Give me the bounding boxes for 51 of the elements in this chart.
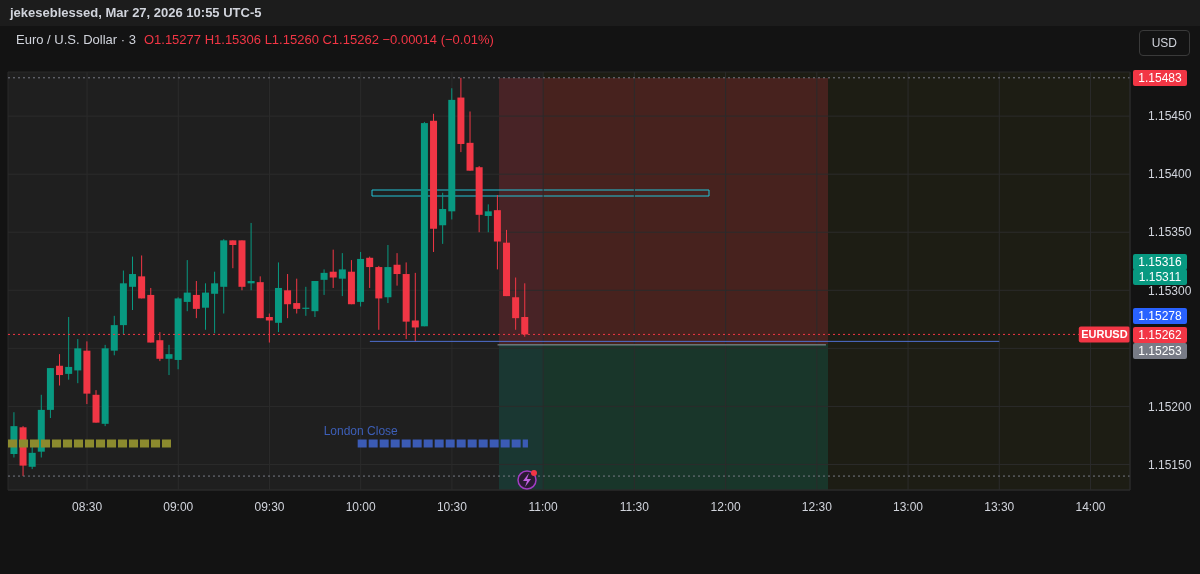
candlestick bbox=[366, 256, 374, 289]
x-tick-label: 14:00 bbox=[1075, 499, 1106, 514]
candlestick bbox=[211, 271, 219, 334]
y-tick-label: 1.15400 bbox=[1148, 167, 1192, 182]
x-tick-label: 11:30 bbox=[619, 499, 650, 514]
candlestick bbox=[183, 259, 191, 312]
candlestick bbox=[293, 278, 301, 315]
y-tick-label: 1.15300 bbox=[1148, 283, 1192, 298]
candlestick bbox=[338, 252, 346, 297]
ref-line-label: EURUSD bbox=[1081, 328, 1128, 341]
x-tick-label: 10:30 bbox=[436, 499, 468, 514]
x-tick-label: 11:00 bbox=[528, 499, 559, 514]
text: 1.15278 bbox=[1138, 309, 1183, 323]
candlestick bbox=[484, 203, 492, 233]
candlestick bbox=[329, 249, 337, 289]
x-tick-label: 09:30 bbox=[254, 499, 285, 514]
x-tick-label: 12:30 bbox=[801, 499, 833, 514]
candlestick bbox=[74, 338, 82, 384]
text: 1.15311 bbox=[1138, 270, 1182, 284]
candlestick bbox=[320, 268, 328, 296]
x-tick-label: 13:30 bbox=[984, 499, 1015, 514]
x-tick-label: 12:00 bbox=[710, 499, 741, 514]
candlestick bbox=[201, 282, 209, 331]
candlestick bbox=[165, 344, 173, 376]
candlestick bbox=[284, 273, 292, 319]
chart-subtitle: O1.15277 H1.15306 L1.15260 C1.15262 −0.00014 (−0.01%) bbox=[143, 32, 494, 47]
candlestick bbox=[512, 277, 520, 331]
text: jekeseblessed, Mar 27, 2026 10:55 UTC-5 bbox=[10, 5, 262, 20]
x-tick-label: 08:30 bbox=[72, 499, 103, 514]
x-tick-label: 13:00 bbox=[893, 499, 924, 514]
y-tick-label: 1.15200 bbox=[1148, 399, 1192, 414]
text: USD bbox=[1138, 30, 1190, 56]
candlestick bbox=[65, 316, 73, 381]
x-tick-label: 09:00 bbox=[163, 499, 194, 514]
candlestick bbox=[393, 252, 401, 287]
text: 1.15253 bbox=[1138, 344, 1183, 358]
y-tick-label: 1.15150 bbox=[1148, 457, 1192, 472]
text: 1.15262 bbox=[1138, 328, 1183, 342]
x-tick-label: 10:00 bbox=[345, 499, 377, 514]
candlestick bbox=[138, 254, 146, 299]
candlestick bbox=[229, 239, 237, 269]
text: 1.15316 bbox=[1138, 255, 1183, 269]
candlestick bbox=[129, 256, 137, 311]
y-tick-label: 1.15450 bbox=[1148, 109, 1192, 124]
candlestick bbox=[439, 192, 447, 245]
annotation: London Close bbox=[323, 423, 399, 438]
y-tick-label: 1.15350 bbox=[1148, 225, 1192, 240]
candlestick bbox=[192, 280, 200, 319]
text: 1.15483 bbox=[1138, 71, 1183, 85]
candlestick bbox=[56, 353, 64, 386]
chart-title: Euro / U.S. Dollar · 3 bbox=[16, 32, 136, 47]
